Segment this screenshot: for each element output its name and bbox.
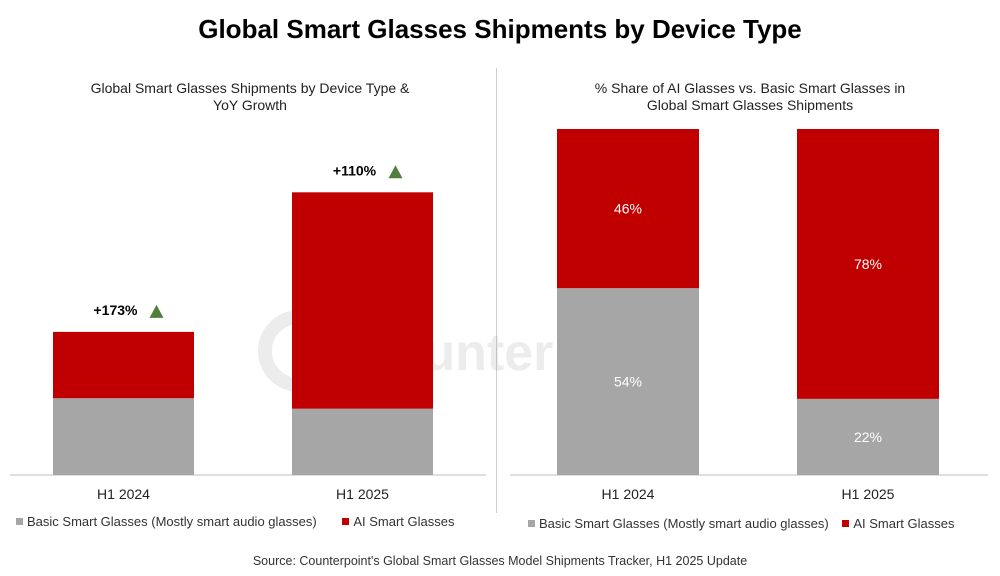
right-chart-title-line2: Global Smart Glasses Shipments <box>646 97 854 113</box>
right-chart-title: % Share of AI Glasses vs. Basic Smart Gl… <box>510 80 990 114</box>
bar-basic-0 <box>557 288 699 475</box>
data-label-ai-0: 46% <box>614 201 642 217</box>
bar-basic-1 <box>797 398 939 475</box>
legend-label-ai: AI Smart Glasses <box>853 516 955 531</box>
legend-swatch-ai <box>842 520 850 527</box>
left-chart-title-line2: YoY Growth <box>213 97 287 113</box>
right-chart-title-line1: % Share of AI Glasses vs. Basic Smart Gl… <box>594 80 906 96</box>
growth-label-0: +173% <box>94 302 139 318</box>
data-label-basic-1: 22% <box>854 429 882 445</box>
legend-swatch-ai <box>342 518 350 525</box>
bar-basic-0 <box>53 398 194 475</box>
left-chart: +173% H1 2024 +110% H1 2025 <box>10 162 486 500</box>
right-chart: 54% 46% H1 2024 22% 78% H1 2025 <box>510 129 988 500</box>
left-chart-title: Global Smart Glasses Shipments by Device… <box>20 80 480 114</box>
data-label-basic-0: 54% <box>614 374 642 390</box>
bar-ai-0 <box>557 129 699 289</box>
legend-swatch-basic <box>528 520 535 527</box>
right-legend: Basic Smart Glasses (Mostly smart audio … <box>528 516 954 531</box>
growth-arrow-icon <box>388 165 403 179</box>
bar-basic-1 <box>292 408 433 475</box>
legend-item-ai: AI Smart Glasses <box>342 514 454 529</box>
category-label-1: H1 2025 <box>842 486 895 500</box>
left-chart-title-line1: Global Smart Glasses Shipments by Device… <box>90 80 410 96</box>
chart-divider <box>496 68 497 513</box>
legend-item-basic: Basic Smart Glasses (Mostly smart audio … <box>528 516 829 531</box>
bar-ai-1 <box>292 192 433 409</box>
category-label-0: H1 2024 <box>602 486 655 500</box>
growth-label-1: +110% <box>333 162 377 178</box>
data-label-ai-1: 78% <box>854 256 882 272</box>
source-note: Source: Counterpoint's Global Smart Glas… <box>252 554 748 568</box>
legend-label-ai: AI Smart Glasses <box>353 514 455 529</box>
legend-label-basic: Basic Smart Glasses (Mostly smart audio … <box>539 516 829 531</box>
bar-ai-0 <box>53 331 194 399</box>
category-label-0: H1 2024 <box>97 486 150 500</box>
growth-arrow-icon <box>149 304 164 318</box>
bar-ai-1 <box>797 129 939 399</box>
legend-swatch-basic <box>16 518 23 525</box>
legend-item-basic: Basic Smart Glasses (Mostly smart audio … <box>16 514 317 529</box>
left-legend: Basic Smart Glasses (Mostly smart audio … <box>16 514 454 529</box>
legend-item-ai: AI Smart Glasses <box>842 516 954 531</box>
legend-label-basic: Basic Smart Glasses (Mostly smart audio … <box>27 514 317 529</box>
category-label-1: H1 2025 <box>336 486 389 500</box>
page-title: Global Smart Glasses Shipments by Device… <box>198 14 802 44</box>
